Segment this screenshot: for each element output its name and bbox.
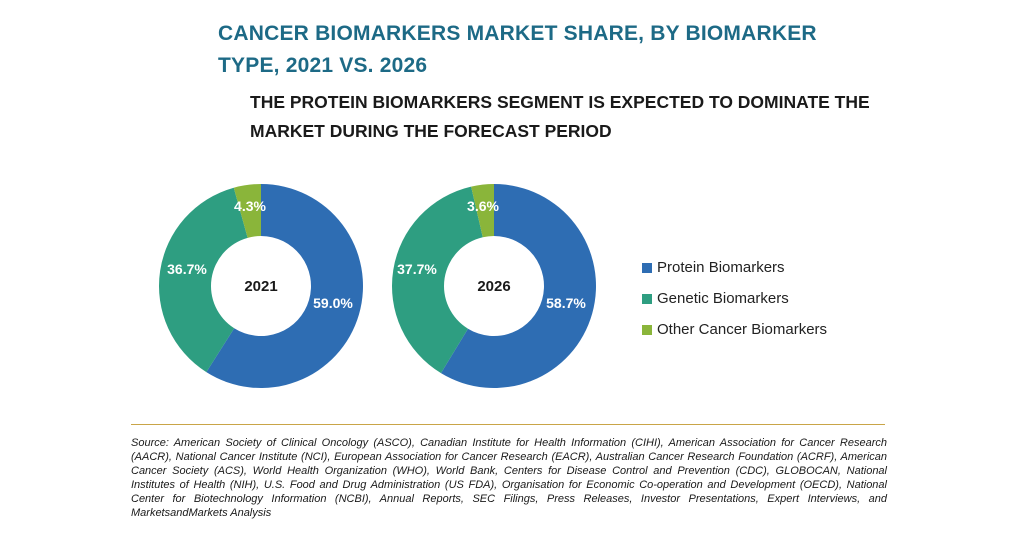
donut-2026-label-protein: 58.7% — [546, 295, 586, 311]
donut-2026-slice-genetic — [392, 186, 483, 374]
donut-2021-slice-genetic — [159, 187, 248, 373]
legend: Protein Biomarkers Genetic Biomarkers Ot… — [642, 252, 827, 345]
donut-2021-slice-other — [233, 184, 261, 238]
legend-label-other: Other Cancer Biomarkers — [657, 321, 828, 338]
legend-item-genetic: Genetic Biomarkers — [642, 283, 827, 314]
legend-item-protein: Protein Biomarkers — [642, 252, 827, 283]
legend-item-other: Other Cancer Biomarkers — [642, 314, 827, 345]
donut-2026-slice-protein — [440, 184, 596, 388]
donut-2026-label-other: 3.6% — [467, 198, 499, 214]
donut-2021-center-label: 2021 — [244, 278, 277, 295]
donut-2026-label-genetic: 37.7% — [397, 261, 437, 277]
chart-subtitle: THE PROTEIN BIOMARKERS SEGMENT IS EXPECT… — [250, 92, 870, 141]
legend-swatch-other — [642, 324, 652, 335]
legend-swatch-genetic — [642, 293, 652, 304]
donut-charts: 59.0% 36.7% 4.3% 2021 58.7% 37.7% 3.6% 2026 — [159, 184, 596, 388]
donut-2021-label-other: 4.3% — [234, 198, 266, 214]
legend-label-protein: Protein Biomarkers — [657, 259, 785, 276]
chart-title: CANCER BIOMARKERS MARKET SHARE, BY BIOMA… — [218, 22, 817, 77]
legend-swatch-protein — [642, 262, 652, 273]
legend-label-genetic: Genetic Biomarkers — [657, 290, 789, 307]
donut-2021-label-protein: 59.0% — [313, 295, 353, 311]
donut-2026-center-label: 2026 — [477, 278, 510, 295]
source-divider — [131, 424, 885, 425]
donut-2021-label-genetic: 36.7% — [167, 261, 207, 277]
source-note: Source: American Society of Clinical Onc… — [131, 437, 887, 519]
donut-2021-slice-protein — [206, 184, 363, 388]
donut-2026-slice-other — [471, 184, 494, 238]
